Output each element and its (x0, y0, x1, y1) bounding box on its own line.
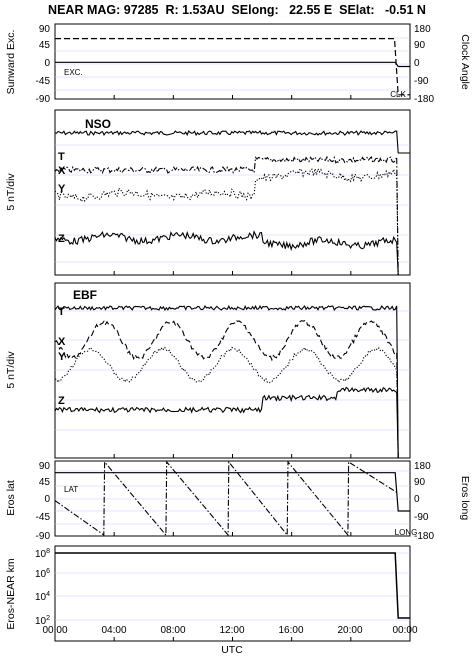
eros-long-ytick: 90 (414, 477, 426, 488)
clock-ytick: 0 (414, 58, 420, 69)
clock-ytick: -90 (414, 76, 429, 87)
ebf-ylabel: 5 nT/div (5, 351, 17, 389)
clock-angle-ylabel: Clock Angle (459, 34, 471, 90)
clk-legend-label: CLK (390, 90, 406, 99)
eros-lat-ytick: -90 (36, 531, 51, 542)
ebf-x-label: X (58, 336, 66, 348)
x-tick: 20:00 (337, 625, 362, 636)
sunward-ytick: 90 (39, 24, 51, 35)
ebf-frame-label: EBF (73, 288, 97, 302)
eros-long-ytick: 0 (414, 494, 420, 505)
nso-x-label: X (58, 165, 66, 177)
x-tick: 16:00 (278, 625, 303, 636)
series-layer (54, 38, 410, 619)
nso-z-line (54, 230, 410, 276)
clock-ytick: 90 (414, 40, 426, 51)
ebf-y-line (54, 346, 410, 459)
eros-lat-ytick: 90 (39, 461, 51, 472)
x-tick: 12:00 (219, 625, 244, 636)
clock-ytick: 180 (414, 24, 431, 35)
sunward-ytick: 45 (39, 40, 51, 51)
eros-lat-line (55, 472, 410, 512)
long-legend-label: LONG (395, 528, 418, 537)
ebf-z-label: Z (58, 395, 65, 407)
eros-lat-ytick: 45 (39, 477, 51, 488)
eros-long-ylabel: Eros long (459, 476, 471, 521)
nso-y-label: Y (58, 183, 66, 195)
eros-long-line (54, 460, 397, 537)
x-tick: 04:00 (101, 625, 126, 636)
x-axis-label: UTC (221, 644, 243, 656)
x-tick: 00:00 (42, 625, 67, 636)
nso-frame-label: NSO (85, 117, 111, 131)
panel-sunward-frame (54, 23, 411, 100)
distance-ytick: 108 (35, 548, 50, 560)
eros-lat-ylabel: Eros lat (5, 480, 17, 516)
sunward-ytick: -45 (36, 76, 51, 87)
distance-ytick-labels: 108 106 104 102 (35, 548, 50, 627)
x-tick-labels: 00:00 04:00 08:00 12:00 16:00 20:00 00:0… (42, 625, 417, 636)
ebf-x-line (54, 319, 410, 459)
distance-ytick: 104 (35, 591, 50, 603)
nso-ylabel: 5 nT/div (5, 173, 17, 211)
nso-t-line (54, 130, 410, 154)
eros-long-ytick: -180 (414, 531, 434, 542)
eros-long-ytick: 180 (414, 461, 431, 472)
sunward-ylabel: Sunward Exc. (5, 30, 17, 95)
nso-x-line (54, 155, 410, 276)
exc-legend-label: EXC. (64, 68, 83, 77)
distance-ylabel: Eros-NEAR km (5, 558, 17, 629)
sunward-series-line (55, 61, 410, 68)
nso-t-label: T (58, 151, 65, 163)
ebf-y-label: Y (58, 351, 66, 363)
nso-y-line (54, 167, 410, 276)
figure-title: NEAR MAG: 97285 R: 1.53AU SElong: 22.55 … (48, 3, 426, 17)
eros-lat-ytick: -45 (36, 512, 51, 523)
ebf-z-line (54, 386, 410, 459)
clock-ytick: -180 (414, 94, 434, 105)
ebf-t-line (54, 304, 410, 459)
eros-lat-ytick: 0 (44, 494, 50, 505)
y-tick-labels: 90 45 0 -45 -90 180 90 0 -90 -180 90 45 … (36, 24, 435, 542)
eros-long-ytick: -90 (414, 512, 429, 523)
panel-nso-frame (54, 109, 411, 276)
distance-line (55, 552, 410, 619)
sunward-ytick: 0 (44, 58, 50, 69)
sunward-ytick: -90 (36, 94, 51, 105)
sunward-series-line (55, 38, 410, 96)
x-tick: 08:00 (160, 625, 185, 636)
x-tick: 00:00 (392, 625, 417, 636)
distance-ytick: 106 (35, 568, 50, 580)
ebf-t-label: T (58, 306, 65, 318)
lat-legend-label: LAT (64, 485, 78, 494)
